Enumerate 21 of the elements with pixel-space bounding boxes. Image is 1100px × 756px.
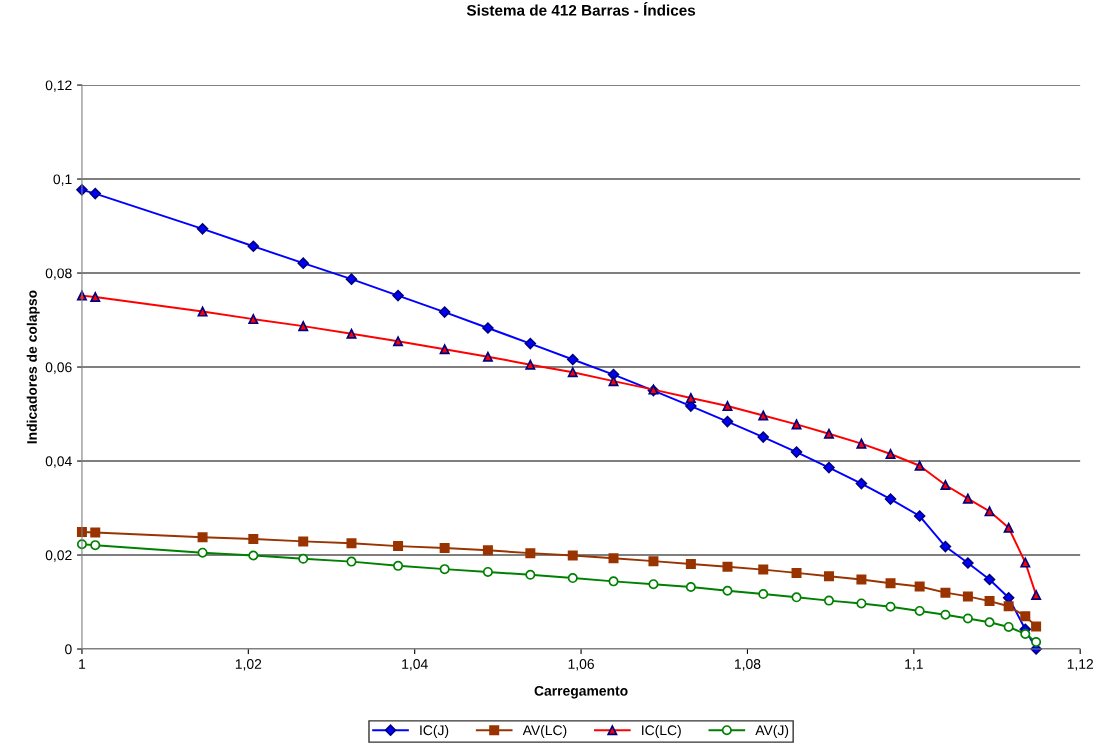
x-axis-title: Carregamento [534, 685, 628, 699]
x-tick-label: 1,02 [235, 659, 262, 671]
legend-label: AV(J) [755, 724, 789, 738]
x-tick-label: 1,06 [568, 659, 594, 671]
y-tick-label: 0,02 [45, 550, 72, 562]
legend-label: AV(LC) [522, 724, 567, 738]
x-tick-label: 1 [79, 659, 86, 669]
legend-label: IC(LC) [642, 724, 681, 738]
y-tick-label: 0,12 [45, 80, 72, 92]
y-tick-label: 0,06 [45, 362, 72, 374]
chart-title: Sistema de 412 Barras - Índices [466, 2, 696, 16]
y-tick-label: 0 [65, 644, 72, 655]
x-tick-label: 1,04 [402, 659, 428, 671]
y-tick-label: 0,04 [45, 456, 72, 468]
x-tick-label: 1,12 [1067, 659, 1094, 671]
x-tick-label: 1,08 [734, 659, 761, 671]
y-axis-title: Indicadores de colapso [26, 290, 40, 444]
legend-label: IC(J) [420, 724, 449, 738]
y-tick-label: 0,08 [45, 268, 72, 280]
y-tick-label: 0,1 [53, 174, 72, 186]
x-tick-label: 1,1 [905, 659, 923, 671]
